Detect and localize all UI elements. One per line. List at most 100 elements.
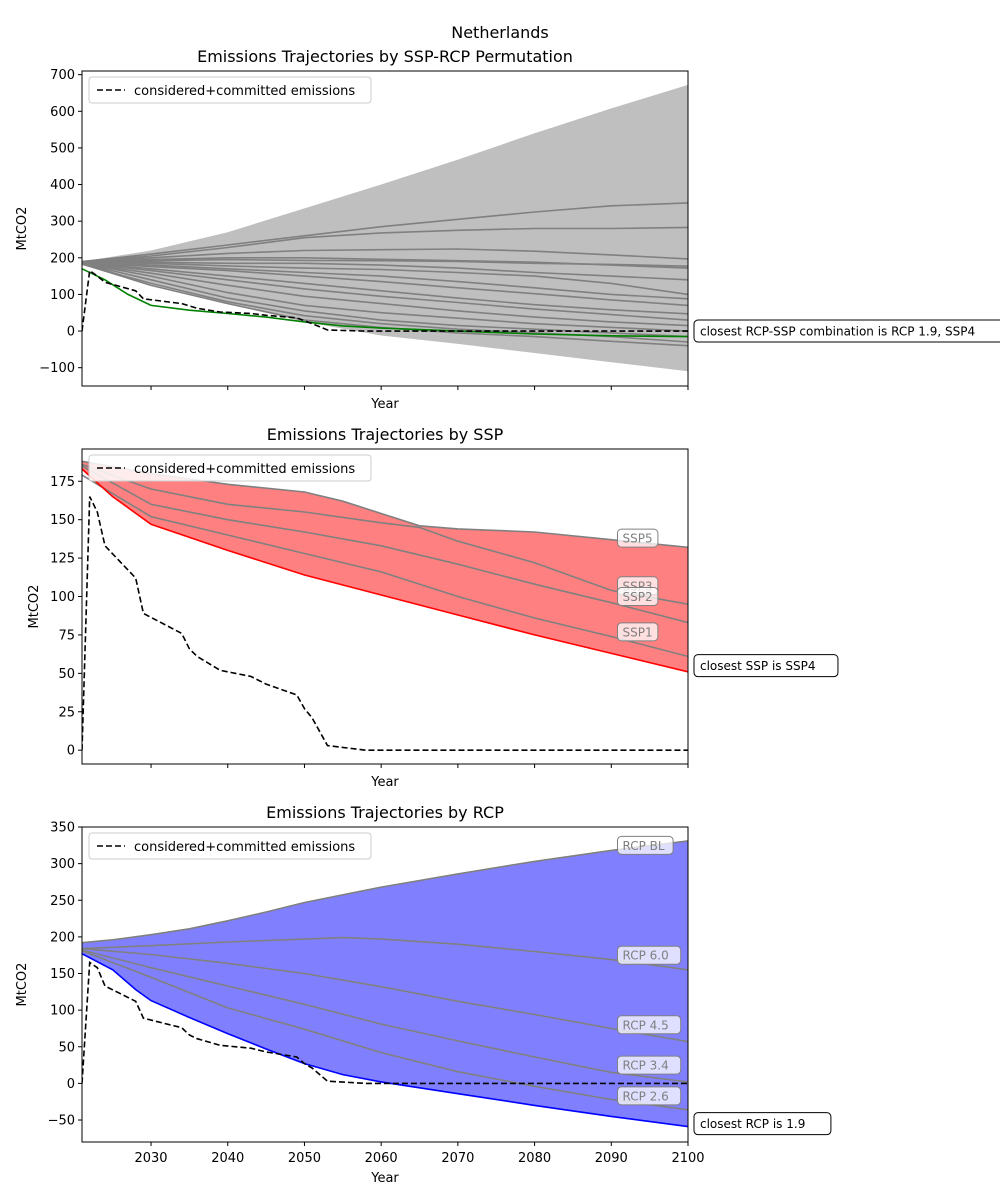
legend-box xyxy=(88,76,372,104)
y-tick-label: 600 xyxy=(50,105,75,120)
closest-annotation: closest RCP is 1.9 xyxy=(693,1112,832,1136)
series-label-box xyxy=(616,528,659,548)
y-tick-label: 150 xyxy=(50,967,75,982)
series-label: SSP2 xyxy=(616,587,659,607)
y-tick-label: 0 xyxy=(67,1077,75,1092)
series-label: RCP 6.0 xyxy=(616,945,682,965)
x-tick-label: 2070 xyxy=(441,1151,474,1166)
trajectory-line-10 xyxy=(82,262,688,321)
trajectory-line-2 xyxy=(82,248,688,263)
annotation-box xyxy=(693,319,1000,343)
trajectory-line-7 xyxy=(82,261,688,300)
series-label-box xyxy=(616,835,674,855)
trajectory-line-rcp-6-0 xyxy=(82,936,688,971)
series-label-box xyxy=(616,622,659,642)
chart-title: Emissions Trajectories by SSP xyxy=(267,425,504,444)
series-label-text: RCP 6.0 xyxy=(622,949,668,963)
y-tick-label: 125 xyxy=(50,552,75,567)
trajectory-line-8 xyxy=(82,261,688,307)
legend-label: considered+committed emissions xyxy=(134,840,355,855)
y-tick-label: 0 xyxy=(67,744,75,759)
series-label: RCP 4.5 xyxy=(616,1015,682,1035)
series-label-text: RCP 2.6 xyxy=(622,1089,668,1103)
plot-area xyxy=(82,460,688,752)
legend-box xyxy=(88,454,372,482)
trajectory-line-9 xyxy=(82,262,688,315)
annotation-box xyxy=(693,1112,832,1136)
series-label: SSP5 xyxy=(616,528,659,548)
x-tick-label: 2090 xyxy=(595,1151,628,1166)
trajectory-line-11 xyxy=(82,262,688,327)
chart-panel-permutation: −100 0 100 200 300 400 500 600 700 Emissions Traj… xyxy=(15,47,1000,412)
y-tick-label: 200 xyxy=(50,251,75,266)
series-label-text: RCP 4.5 xyxy=(622,1018,668,1032)
trajectory-line-ssp3 xyxy=(82,463,688,605)
trajectory-line-ssp1 xyxy=(82,474,688,658)
y-tick-label: 300 xyxy=(50,215,75,230)
series-label-box xyxy=(616,945,682,965)
y-tick-label: 50 xyxy=(58,1040,75,1055)
closest-annotation: closest RCP-SSP combination is RCP 1.9, … xyxy=(693,319,1000,343)
trajectory-line-6 xyxy=(82,261,688,296)
series-label-box xyxy=(616,1015,682,1035)
closest-trajectory-line xyxy=(82,952,688,1128)
series-label-box xyxy=(616,587,659,607)
series-label-text: RCP 3.4 xyxy=(622,1059,668,1073)
closest-trajectory-line xyxy=(82,468,688,673)
y-tick-label: 150 xyxy=(50,513,75,528)
y-axis-label: MtCO2 xyxy=(27,585,42,629)
trajectory-line-ssp2 xyxy=(82,465,688,624)
y-axis-label: MtCO2 xyxy=(15,963,30,1007)
x-axis-label: Year xyxy=(370,775,399,790)
chart-title: Emissions Trajectories by SSP-RCP Permut… xyxy=(197,47,573,66)
trajectory-line-4 xyxy=(82,258,688,267)
trajectory-line-rcp-bl xyxy=(82,840,688,944)
trajectory-line-rcp-4-5 xyxy=(82,947,688,1043)
y-tick-label: 100 xyxy=(50,590,75,605)
y-tick-label: 100 xyxy=(50,1004,75,1019)
annotation-text: closest SSP is SSP4 xyxy=(700,659,815,673)
x-tick-label: 2040 xyxy=(211,1151,244,1166)
series-label: RCP 2.6 xyxy=(616,1086,682,1106)
trajectory-line-rcp-2-6 xyxy=(82,950,688,1111)
closest-trajectory-line xyxy=(82,268,688,338)
y-tick-label: 100 xyxy=(50,288,75,303)
annotation-text: closest RCP is 1.9 xyxy=(700,1117,805,1131)
legend: considered+committed emissions xyxy=(88,454,372,482)
legend-box xyxy=(88,832,372,860)
annotation-text: closest RCP-SSP combination is RCP 1.9, … xyxy=(700,325,975,339)
y-tick-label: 175 xyxy=(50,475,75,490)
legend: considered+committed emissions xyxy=(88,832,372,860)
trajectory-line-1 xyxy=(82,226,688,263)
chart-panel-ssp: 0 25 50 75 100 125 150 175 Emissions Trajectorie… xyxy=(27,425,839,790)
plot-area xyxy=(82,840,688,1128)
envelope-area xyxy=(82,840,688,1127)
annotation-box xyxy=(693,654,839,678)
series-label: RCP 3.4 xyxy=(616,1055,682,1075)
x-tick-label: 2050 xyxy=(288,1151,321,1166)
y-tick-label: 350 xyxy=(50,821,75,836)
x-axis-label: Year xyxy=(370,397,399,412)
x-tick-label: 2080 xyxy=(518,1151,551,1166)
series-label: SSP1 xyxy=(616,622,659,642)
y-tick-label: 75 xyxy=(58,628,75,643)
y-tick-label: 300 xyxy=(50,857,75,872)
y-axis-label: MtCO2 xyxy=(15,207,30,251)
x-axis-label: Year xyxy=(370,1171,399,1186)
series-label-box xyxy=(616,1086,682,1106)
committed-emissions-line xyxy=(82,961,688,1085)
x-tick-label: 2100 xyxy=(671,1151,704,1166)
y-tick-label: −50 xyxy=(48,1114,75,1129)
trajectory-line-5 xyxy=(82,261,688,281)
y-tick-label: 0 xyxy=(67,325,75,340)
x-tick-label: 2030 xyxy=(134,1151,167,1166)
legend: considered+committed emissions xyxy=(88,76,372,104)
series-label-text: RCP BL xyxy=(622,839,664,853)
axes-frame xyxy=(81,826,689,1143)
series-label: RCP BL xyxy=(616,835,674,855)
trajectory-line-rcp-3-4 xyxy=(82,949,688,1083)
legend-label: considered+committed emissions xyxy=(134,462,355,477)
closest-annotation: closest SSP is SSP4 xyxy=(693,654,839,678)
